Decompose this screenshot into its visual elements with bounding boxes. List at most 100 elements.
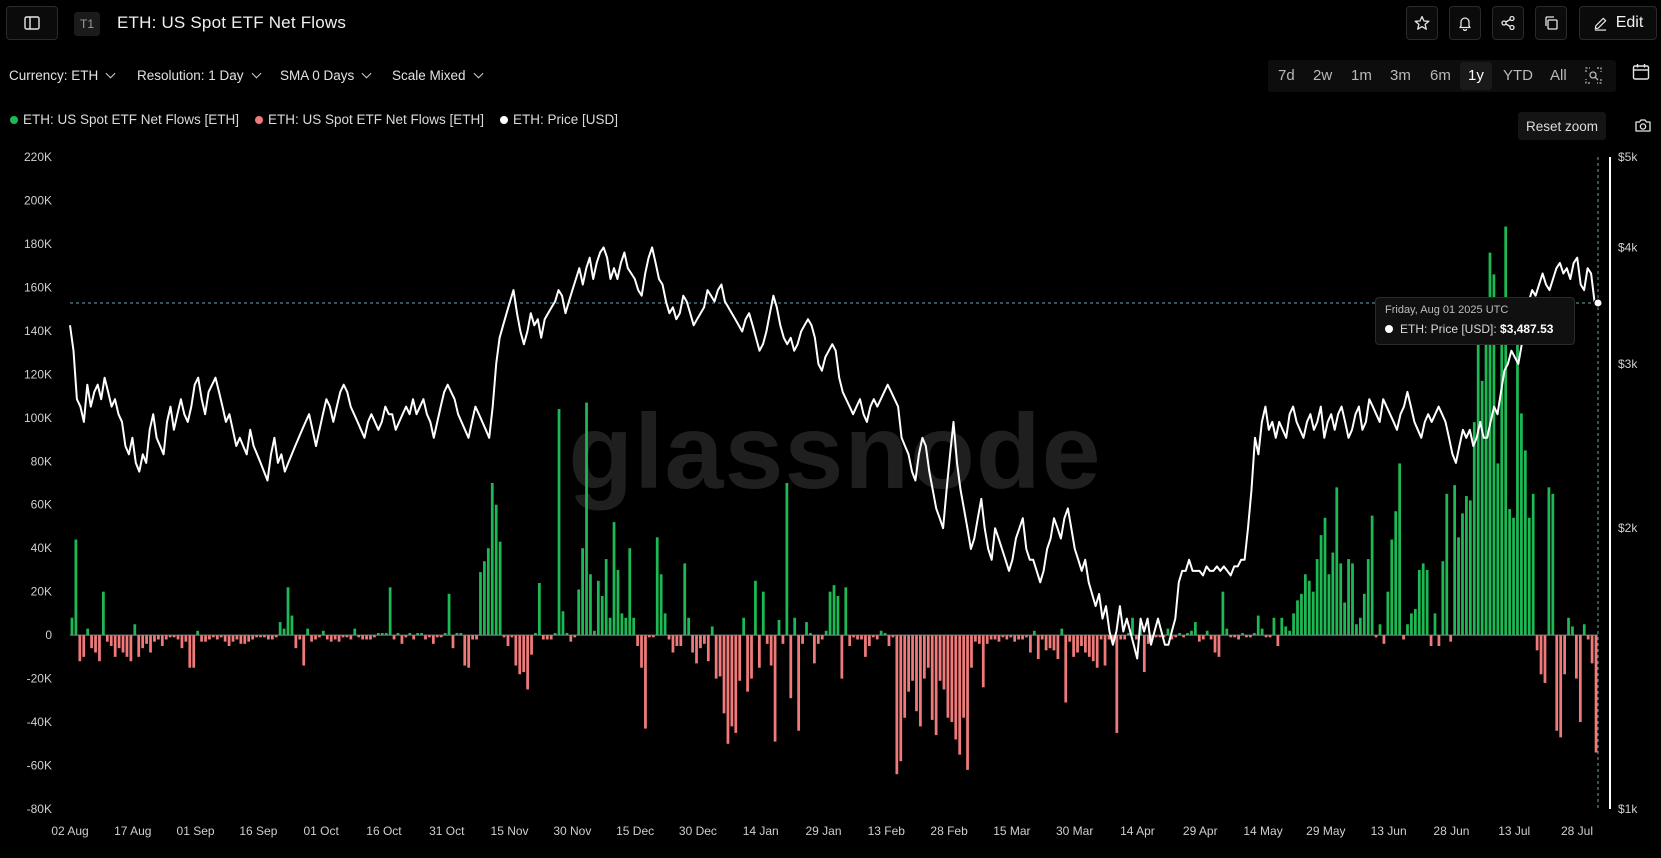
inflow-bar (1398, 463, 1402, 636)
alert-button[interactable] (1449, 6, 1481, 40)
currency-select[interactable]: Currency: ETH (9, 68, 116, 83)
share-button[interactable] (1492, 6, 1524, 40)
outflow-bar (667, 635, 671, 640)
resolution-select[interactable]: Resolution: 1 Day (137, 68, 262, 83)
outflow-bar (726, 635, 730, 744)
outflow-bar (1048, 635, 1052, 649)
inflow-bar (1060, 628, 1064, 636)
inflow-bar (1252, 632, 1256, 636)
favorite-button[interactable] (1406, 6, 1438, 40)
range-all[interactable]: All (1550, 67, 1567, 84)
outflow-bar (160, 635, 164, 646)
outflow-bar (781, 635, 785, 644)
outflow-bar (153, 635, 156, 642)
sma-select[interactable]: SMA 0 Days (280, 68, 372, 83)
range-3m[interactable]: 3m (1390, 67, 1411, 84)
range-2w[interactable]: 2w (1313, 67, 1333, 84)
x-tick-label: 13 Jul (1498, 824, 1530, 838)
watermark: glassnode (568, 393, 1101, 511)
outflow-bar (699, 635, 702, 649)
outflow-bar (718, 635, 722, 677)
outflow-bar (180, 635, 184, 649)
range-1y[interactable]: 1y (1468, 67, 1484, 84)
outflow-bar (176, 635, 180, 640)
inflow-bar (1496, 463, 1500, 636)
outflow-bar (675, 635, 679, 646)
inflow-bar (1280, 617, 1284, 636)
inflow-bar (1582, 624, 1586, 636)
inflow-bar (1288, 630, 1292, 636)
inflow-bar (1323, 517, 1327, 636)
inflow-bar (628, 548, 632, 636)
inflow-bar (1307, 580, 1311, 636)
x-tick-label: 16 Sep (239, 824, 277, 838)
top-bar: T1 ETH: US Spot ETF Net Flows Ed (0, 0, 1661, 48)
zoom-icon[interactable] (1585, 67, 1602, 84)
outflow-bar (801, 635, 804, 644)
x-tick-label: 13 Jun (1371, 824, 1407, 838)
x-tick-label: 28 Jun (1433, 824, 1469, 838)
inflow-bar (1512, 517, 1515, 636)
outflow-bar (1276, 635, 1280, 646)
duplicate-button[interactable] (1535, 6, 1567, 40)
legend-item-outflows[interactable]: ETH: US Spot ETF Net Flows [ETH] (255, 112, 484, 127)
y-tick-label: -40K (27, 715, 52, 729)
scale-select[interactable]: Scale Mixed (392, 68, 483, 83)
outflow-bar (451, 635, 455, 649)
sidebar-toggle-button[interactable] (6, 6, 58, 40)
edit-button[interactable]: Edit (1579, 6, 1657, 40)
outflow-bar (325, 635, 329, 640)
inflow-bar (1457, 537, 1460, 636)
outflow-bar (141, 635, 145, 649)
calendar-icon[interactable] (1632, 63, 1650, 81)
x-tick-label: 30 Mar (1056, 824, 1093, 838)
inflow-bar (1516, 304, 1519, 636)
camera-icon[interactable] (1634, 118, 1652, 133)
chevron-down-icon (361, 68, 372, 79)
y-tick-label: -20K (27, 672, 52, 686)
inflow-bar (1433, 613, 1437, 636)
inflow-bar (86, 628, 90, 636)
outflow-bar (789, 635, 793, 699)
range-7d[interactable]: 7d (1278, 67, 1295, 84)
scale-label: Scale Mixed (392, 68, 466, 83)
outflow-bar (424, 635, 427, 640)
chart-area[interactable]: glassnode 220K 200K 180K 160K 140K 120K 100K 80… (0, 145, 1661, 858)
y2-tick-label: $4k (1618, 240, 1638, 254)
outflow-bar (361, 635, 365, 640)
inflow-bar (1406, 624, 1409, 636)
inflow-bar (663, 613, 667, 636)
inflow-bar (793, 617, 797, 636)
outflow-bar (526, 635, 529, 690)
legend-item-price[interactable]: ETH: Price [USD] (500, 112, 618, 127)
inflow-bar (565, 632, 569, 636)
outflow-bar (1594, 635, 1598, 753)
resolution-label: Resolution: 1 Day (137, 68, 244, 83)
outflow-bar (298, 635, 302, 640)
range-6m[interactable]: 6m (1430, 67, 1451, 84)
inflow-bar (494, 504, 498, 636)
outflow-bar (212, 635, 215, 638)
range-1m[interactable]: 1m (1351, 67, 1372, 84)
outflow-bar (706, 635, 710, 662)
x-tick-label: 30 Nov (553, 824, 591, 838)
inflow-bar (1417, 569, 1421, 636)
inflow-bar (1327, 574, 1331, 636)
y-tick-label: 220K (24, 150, 52, 164)
outflow-bar (852, 635, 856, 638)
legend-item-inflows[interactable]: ETH: US Spot ETF Net Flows [ETH] (10, 112, 239, 127)
outflow-bar (1245, 635, 1248, 638)
inflow-bar (710, 626, 714, 636)
inflow-bar (754, 580, 757, 636)
outflow-bar (1005, 635, 1009, 640)
y-tick-label: 80K (31, 454, 52, 468)
reset-zoom-button[interactable]: Reset zoom (1518, 112, 1606, 140)
outflow-bar (428, 635, 431, 638)
share-icon (1501, 15, 1515, 31)
inflow-bar (824, 630, 828, 636)
inflow-bar (1492, 274, 1496, 636)
outflow-bar (816, 635, 820, 644)
range-ytd[interactable]: YTD (1503, 67, 1533, 84)
outflow-bar (223, 635, 227, 642)
outflow-bar (365, 635, 368, 640)
